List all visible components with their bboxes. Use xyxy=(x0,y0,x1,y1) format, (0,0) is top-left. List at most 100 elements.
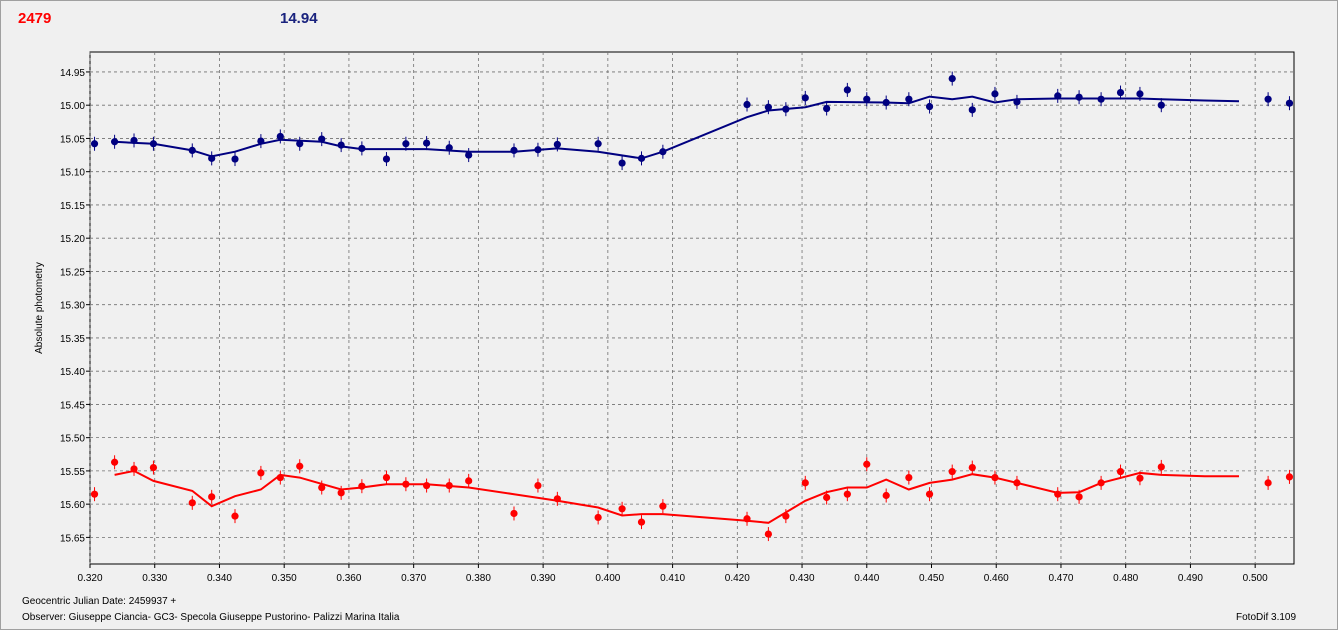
series-0-point xyxy=(659,148,667,156)
series-1-point xyxy=(823,493,831,502)
x-tick-label: 0.430 xyxy=(790,573,815,584)
y-tick-label: 15.20 xyxy=(60,234,85,245)
x-tick-label: 0.350 xyxy=(272,573,297,584)
series-1-point xyxy=(208,493,216,501)
x-tick-label: 0.480 xyxy=(1113,573,1138,584)
series-1-point xyxy=(553,495,561,503)
series-1-point xyxy=(1264,479,1272,487)
series-1-point xyxy=(863,460,871,468)
series-1-point xyxy=(1097,479,1105,487)
series-0-point xyxy=(510,146,518,155)
series-1-point xyxy=(296,462,304,470)
series-1-point xyxy=(1116,467,1125,476)
y-tick-label: 15.55 xyxy=(60,467,85,478)
y-tick-label: 14.95 xyxy=(60,68,85,79)
series-0-point xyxy=(358,144,366,153)
series-0-point xyxy=(925,102,934,111)
series-0-point xyxy=(276,132,284,141)
series-0-point xyxy=(882,98,890,107)
series-0-point xyxy=(1116,88,1125,97)
series-1-point xyxy=(445,481,453,490)
series-0-point xyxy=(318,135,326,143)
series-0-point xyxy=(231,155,239,163)
series-0-point xyxy=(1157,101,1165,109)
x-tick-label: 0.340 xyxy=(207,573,232,584)
series-0-point xyxy=(402,140,410,148)
series-1-point xyxy=(402,480,410,488)
series-1-point xyxy=(90,490,99,498)
y-tick-label: 15.30 xyxy=(60,301,85,312)
x-tick-label: 0.320 xyxy=(77,573,102,584)
julian-date-caption: Geocentric Julian Date: 2459937 + xyxy=(22,596,177,607)
series-0-point xyxy=(863,95,871,103)
series-1-point xyxy=(149,463,158,472)
series-0-point xyxy=(1054,92,1062,100)
y-tick-label: 15.15 xyxy=(60,201,85,212)
series-0-point xyxy=(743,100,751,109)
x-tick-label: 0.450 xyxy=(919,573,944,584)
x-tick-label: 0.460 xyxy=(984,573,1009,584)
comparison-magnitude-label: 14.94 xyxy=(280,10,318,27)
x-tick-label: 0.410 xyxy=(660,573,685,584)
series-1-point xyxy=(659,502,667,510)
series-1-point xyxy=(318,483,326,492)
series-1-point xyxy=(843,490,851,498)
series-0-point xyxy=(534,146,542,154)
series-1-point xyxy=(882,491,890,500)
series-1-point xyxy=(991,473,999,482)
y-axis-label: Absolute photometry xyxy=(34,262,45,354)
series-1-point xyxy=(1136,474,1144,482)
series-0-point xyxy=(801,94,809,102)
series-0-point xyxy=(553,140,561,149)
y-tick-label: 15.05 xyxy=(60,134,85,145)
x-tick-label: 0.370 xyxy=(401,573,426,584)
series-0-point xyxy=(1013,98,1021,106)
y-tick-label: 15.35 xyxy=(60,334,85,345)
series-1-point xyxy=(1285,473,1294,481)
series-1-point xyxy=(743,515,751,523)
x-tick-label: 0.490 xyxy=(1178,573,1203,584)
series-1-point xyxy=(618,505,626,513)
series-1-point xyxy=(1157,463,1165,471)
series-0-point xyxy=(382,155,391,163)
series-0-point xyxy=(843,86,851,94)
series-0-point xyxy=(257,137,265,145)
series-0-point xyxy=(594,140,602,148)
series-0-point xyxy=(208,154,216,162)
y-tick-label: 15.60 xyxy=(60,500,85,511)
y-tick-label: 15.25 xyxy=(60,267,85,278)
x-tick-label: 0.390 xyxy=(531,573,556,584)
series-0-point xyxy=(1285,99,1294,107)
x-tick-label: 0.360 xyxy=(336,573,361,584)
x-tick-label: 0.330 xyxy=(142,573,167,584)
series-1-point xyxy=(905,473,913,482)
series-0-point xyxy=(764,103,772,111)
series-0-point xyxy=(1264,95,1272,103)
y-tick-label: 15.50 xyxy=(60,434,85,445)
series-0-point xyxy=(618,159,626,167)
series-1-point xyxy=(337,489,345,497)
series-0-point xyxy=(782,105,790,113)
y-tick-label: 15.65 xyxy=(60,533,85,544)
series-1-point xyxy=(801,479,809,487)
series-0-point xyxy=(637,154,646,162)
series-1-point xyxy=(423,481,431,490)
series-0-point xyxy=(905,95,913,103)
y-tick-label: 15.40 xyxy=(60,367,85,378)
y-tick-label: 15.00 xyxy=(60,101,85,112)
series-0-point xyxy=(1097,95,1105,103)
series-0-point xyxy=(991,90,999,98)
x-tick-label: 0.500 xyxy=(1243,573,1268,584)
series-0-point xyxy=(968,106,976,114)
series-1-point xyxy=(1013,479,1021,487)
series-0-point xyxy=(296,140,304,148)
y-tick-label: 15.45 xyxy=(60,400,85,411)
series-1-point xyxy=(465,477,473,485)
x-tick-label: 0.400 xyxy=(595,573,620,584)
series-0-point xyxy=(445,144,453,152)
series-0-point xyxy=(465,151,473,159)
series-1-point xyxy=(637,518,646,526)
series-1-point xyxy=(594,513,602,522)
series-1-point xyxy=(782,512,790,520)
series-1-point xyxy=(257,469,265,477)
